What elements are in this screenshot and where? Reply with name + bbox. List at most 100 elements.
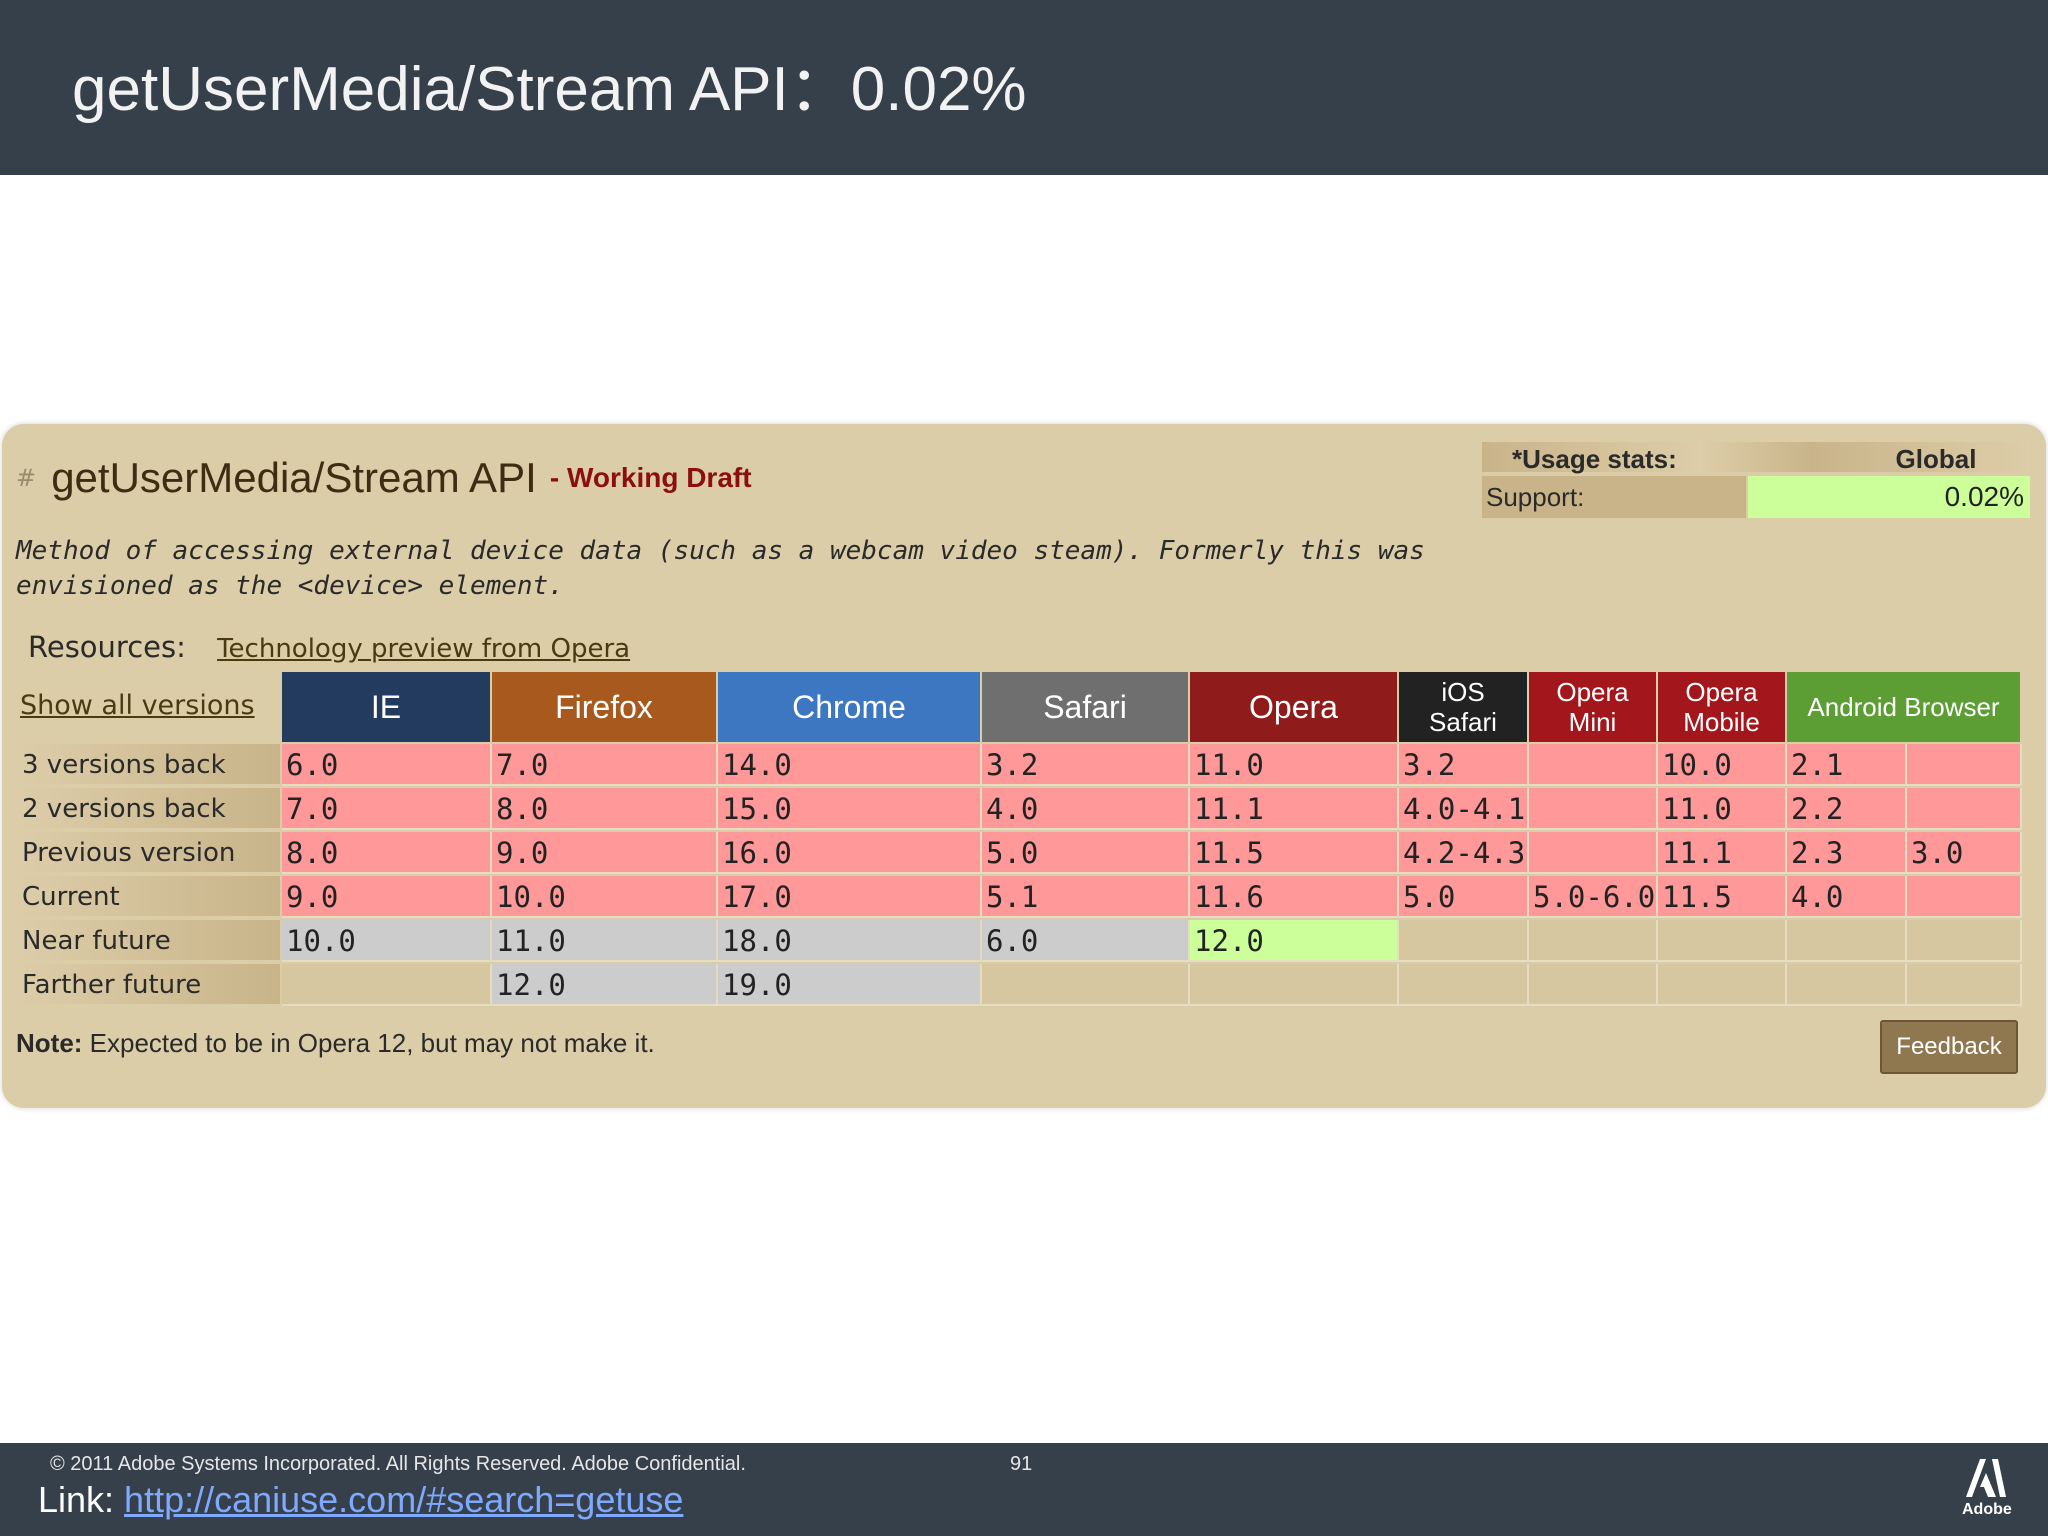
browser-header-5[interactable]: iOS Safari — [1399, 672, 1529, 742]
version-cell[interactable]: 19.0 — [718, 964, 982, 1006]
version-cell[interactable] — [1907, 744, 2022, 786]
version-cell[interactable] — [1529, 744, 1658, 786]
anchor-hash-link[interactable]: # — [16, 464, 37, 492]
version-cell[interactable]: 11.0 — [1190, 744, 1399, 786]
row-label: Farther future — [16, 964, 280, 1006]
version-cell[interactable]: 4.0 — [982, 788, 1190, 830]
version-cell[interactable]: 11.5 — [1190, 832, 1399, 874]
version-cell[interactable]: 11.6 — [1190, 876, 1399, 918]
browser-header-label: iOS Safari — [1429, 677, 1497, 737]
browser-header-2[interactable]: Chrome — [718, 672, 982, 742]
feature-name: getUserMedia/Stream API — [51, 454, 537, 501]
version-cell[interactable]: 9.0 — [492, 832, 718, 874]
version-cell[interactable]: 11.1 — [1658, 832, 1787, 874]
version-cell[interactable] — [1787, 920, 1907, 962]
version-cell[interactable] — [1907, 920, 2022, 962]
page-number: 91 — [1010, 1453, 1033, 1475]
version-cell[interactable]: 15.0 — [718, 788, 982, 830]
version-cell[interactable]: 3.2 — [982, 744, 1190, 786]
version-cell[interactable]: 9.0 — [282, 876, 492, 918]
row-label: 3 versions back — [16, 744, 280, 786]
link-label: Link: — [38, 1479, 125, 1520]
version-cell[interactable]: 7.0 — [282, 788, 492, 830]
version-cell[interactable]: 11.0 — [1658, 788, 1787, 830]
version-cell[interactable]: 2.3 — [1787, 832, 1907, 874]
browser-header-3[interactable]: Safari — [982, 672, 1190, 742]
version-cell[interactable]: 4.0-4.1 — [1399, 788, 1529, 830]
version-cell[interactable]: 11.5 — [1658, 876, 1787, 918]
version-cell[interactable]: 5.0 — [1399, 876, 1529, 918]
version-cell[interactable]: 4.0 — [1787, 876, 1907, 918]
version-cell[interactable]: 18.0 — [718, 920, 982, 962]
version-cell[interactable] — [1907, 876, 2022, 918]
resources-link[interactable]: Technology preview from Opera — [217, 634, 631, 664]
version-cell[interactable]: 3.2 — [1399, 744, 1529, 786]
header-bar: getUserMedia/Stream API：0.02% — [0, 0, 2048, 175]
version-cell[interactable]: 17.0 — [718, 876, 982, 918]
version-cell[interactable]: 6.0 — [282, 744, 492, 786]
version-cell[interactable] — [1907, 788, 2022, 830]
usage-stats-link[interactable]: *Usage stats: — [1512, 444, 1677, 474]
browser-header-0[interactable]: IE — [282, 672, 492, 742]
version-cell[interactable] — [1658, 964, 1787, 1006]
row-label: Previous version — [16, 832, 280, 874]
version-cell[interactable] — [282, 964, 492, 1006]
version-cell[interactable]: 12.0 — [1190, 920, 1399, 962]
browser-header-label: Chrome — [792, 691, 906, 723]
version-cell[interactable] — [1190, 964, 1399, 1006]
version-cell[interactable]: 8.0 — [282, 832, 492, 874]
copyright: © 2011 Adobe Systems Incorporated. All R… — [50, 1453, 746, 1475]
adobe-logo-icon — [1966, 1459, 2006, 1497]
browser-header-1[interactable]: Firefox — [492, 672, 718, 742]
version-cell[interactable] — [1658, 920, 1787, 962]
browser-header-4[interactable]: Opera — [1190, 672, 1399, 742]
caniuse-panel: # getUserMedia/Stream API - Working Draf… — [2, 424, 2046, 1108]
caniuse-link[interactable]: http://caniuse.com/#search=getuse — [124, 1479, 684, 1520]
version-cell[interactable]: 11.0 — [492, 920, 718, 962]
note: Note: Expected to be in Opera 12, but ma… — [16, 1028, 655, 1059]
browser-header-6[interactable]: Opera Mini — [1529, 672, 1658, 742]
version-cell[interactable] — [1529, 832, 1658, 874]
version-cell[interactable] — [1399, 964, 1529, 1006]
browser-header-8[interactable]: Android Browser — [1787, 672, 2022, 742]
version-cell[interactable]: 4.2-4.3 — [1399, 832, 1529, 874]
version-cell[interactable] — [1787, 964, 1907, 1006]
version-cell[interactable]: 5.0 — [982, 832, 1190, 874]
feature-title-row: # getUserMedia/Stream API - Working Draf… — [16, 454, 752, 502]
version-cell[interactable] — [1529, 788, 1658, 830]
version-cell[interactable]: 10.0 — [492, 876, 718, 918]
version-cell[interactable]: 8.0 — [492, 788, 718, 830]
support-value: 0.02% — [1748, 476, 2030, 518]
resources-row: Resources: Technology preview from Opera — [28, 630, 630, 664]
browser-header-label: Opera — [1249, 691, 1338, 723]
browser-header-7[interactable]: Opera Mobile — [1658, 672, 1787, 742]
adobe-logo-text: Adobe — [1962, 1501, 2012, 1518]
version-cell[interactable] — [1529, 920, 1658, 962]
version-cell[interactable] — [1399, 920, 1529, 962]
version-cell[interactable] — [1529, 964, 1658, 1006]
version-cell[interactable]: 6.0 — [982, 920, 1190, 962]
version-cell[interactable]: 7.0 — [492, 744, 718, 786]
browser-name: Android Browser — [1807, 692, 2000, 722]
version-cell[interactable] — [982, 964, 1190, 1006]
show-all-versions-link[interactable]: Show all versions — [20, 690, 255, 721]
version-cell[interactable]: 5.1 — [982, 876, 1190, 918]
version-cell[interactable]: 16.0 — [718, 832, 982, 874]
version-cell[interactable]: 11.1 — [1190, 788, 1399, 830]
version-cell[interactable] — [1907, 964, 2022, 1006]
version-cell[interactable]: 10.0 — [282, 920, 492, 962]
version-cell[interactable]: 14.0 — [718, 744, 982, 786]
version-cell[interactable]: 3.0 — [1907, 832, 2022, 874]
row-label: Near future — [16, 920, 280, 962]
link-row: Link: http://caniuse.com/#search=getuse — [38, 1479, 683, 1521]
version-cell[interactable]: 5.0-6.0 — [1529, 876, 1658, 918]
version-cell[interactable]: 12.0 — [492, 964, 718, 1006]
version-cell[interactable]: 2.1 — [1787, 744, 1907, 786]
browser-name-line1: Opera — [1556, 677, 1629, 707]
browser-name-line2: Safari — [1429, 707, 1497, 737]
version-cell[interactable]: 2.2 — [1787, 788, 1907, 830]
feature-description: Method of accessing external device data… — [16, 536, 1425, 601]
version-cell[interactable]: 10.0 — [1658, 744, 1787, 786]
row-label: 2 versions back — [16, 788, 280, 830]
feedback-button[interactable]: Feedback — [1880, 1020, 2018, 1074]
